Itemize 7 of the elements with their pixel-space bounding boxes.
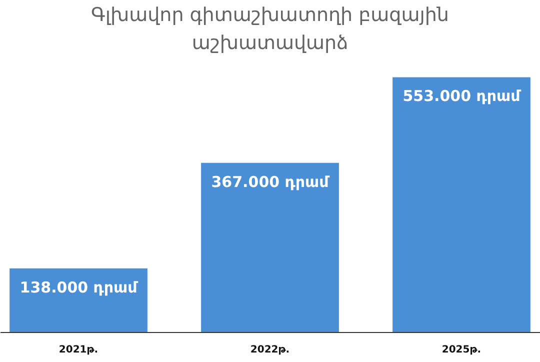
data-label: 553.000 դրամ xyxy=(402,87,522,106)
x-tick-label: 2025թ. xyxy=(442,344,482,356)
data-label: 367.000 դրամ xyxy=(211,172,330,191)
x-tick-label: 2022թ. xyxy=(250,344,290,356)
chart-title: Գլխավոր գիտաշխատողի բազային աշխատավարձ xyxy=(91,4,449,54)
data-label: 138.000 դրամ xyxy=(20,278,139,296)
x-tick-label: 2021թ. xyxy=(58,344,98,356)
